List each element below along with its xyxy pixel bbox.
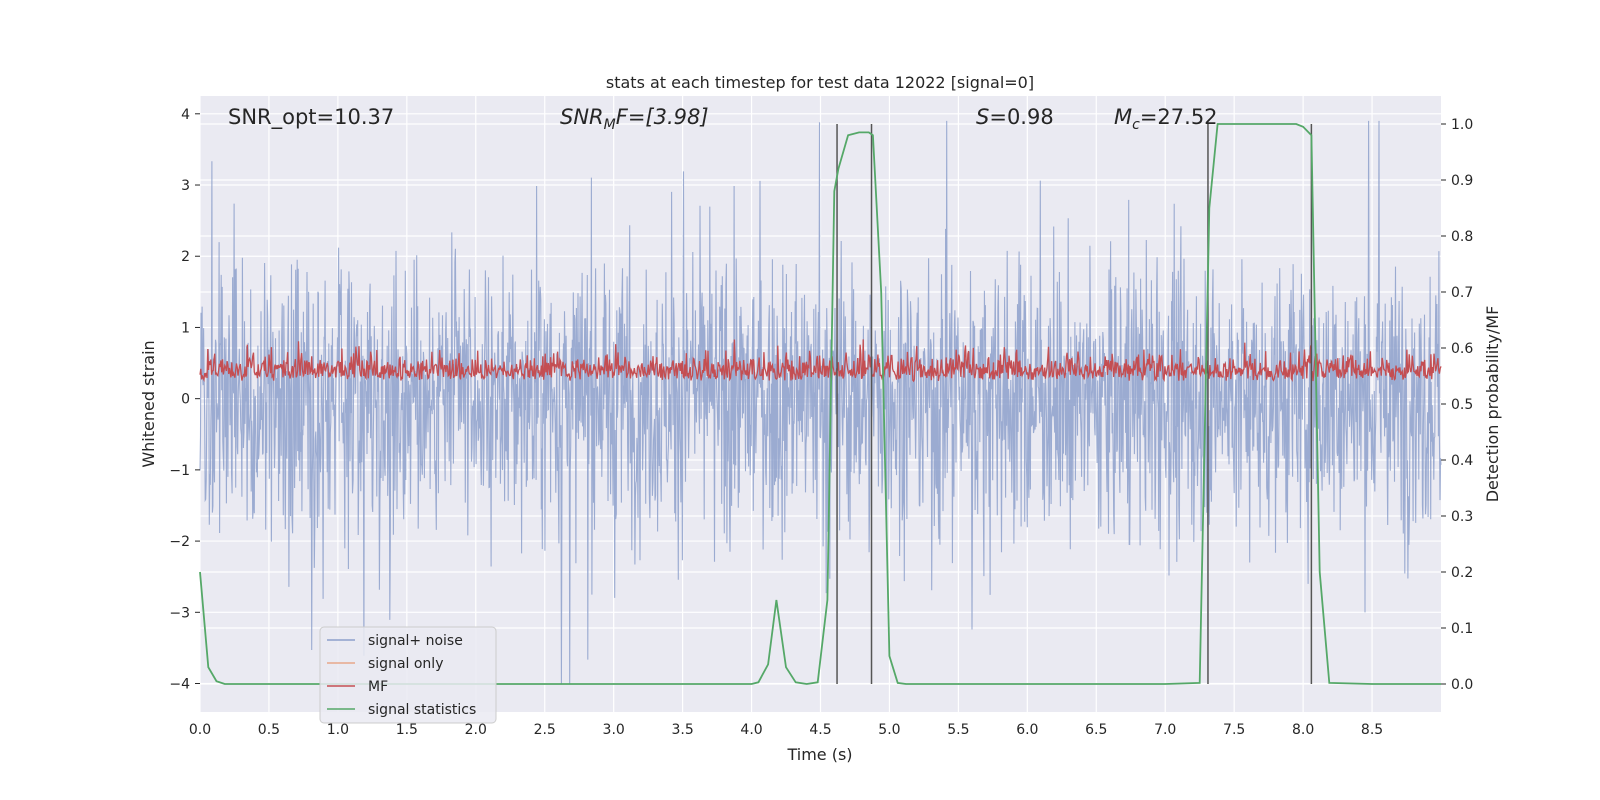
y-tick-label: −2 — [169, 534, 190, 550]
legend-box — [319, 626, 497, 724]
annotation-mc-base: M — [1114, 105, 1132, 129]
legend-label-signal-only: signal only — [368, 656, 443, 672]
x-tick-label: 0.5 — [258, 722, 280, 738]
y2-tick-label: 0.2 — [1451, 565, 1473, 581]
x-tick-label: 8.5 — [1361, 722, 1383, 738]
y2-tick-label: 0.0 — [1451, 677, 1473, 693]
y-tick-label: 1 — [181, 320, 190, 336]
grid — [199, 96, 1441, 712]
legend-label-signal-statistics: signal statistics — [368, 702, 476, 718]
x-tick-label: 0.0 — [189, 722, 211, 738]
y-tick-label: 0 — [181, 392, 190, 408]
x-tick-label: 6.5 — [1085, 722, 1107, 738]
annotation-mc-value: =27.52 — [1140, 105, 1218, 129]
y2-tick-label: 0.5 — [1451, 397, 1473, 413]
x-tick-label: 5.0 — [878, 722, 900, 738]
series-mf — [199, 339, 1442, 383]
annotation-s: S=0.98 — [976, 105, 1054, 129]
annotation-snr-mf-base: SNR — [560, 105, 604, 129]
y2-ticks: 1.0 0.9 0.8 0.7 0.6 0.5 0.4 0.3 0.2 0.1 0.0 — [1441, 117, 1473, 693]
y-tick-label: 2 — [181, 249, 190, 265]
x-tick-label: 8.0 — [1292, 722, 1314, 738]
annotation-snr-mf-rest: F=[3.98] — [616, 105, 709, 129]
annotation-snr-opt: SNR_opt=10.37 — [228, 105, 394, 130]
x-tick-label: 1.5 — [396, 722, 418, 738]
annotation-s-label: S — [976, 105, 989, 129]
legend-label-mf: MF — [368, 679, 388, 695]
series-signal-noise — [199, 120, 1442, 684]
annotation-snr-mf-sub: M — [604, 117, 616, 133]
x-tick-label: 3.5 — [671, 722, 693, 738]
x-tick-label: 1.0 — [327, 722, 349, 738]
chart-title: stats at each timestep for test data 120… — [606, 73, 1034, 92]
y2-tick-label: 0.1 — [1451, 621, 1473, 637]
mf-line — [199, 339, 1442, 383]
y-tick-label: −4 — [169, 677, 190, 693]
y2-tick-label: 0.6 — [1451, 341, 1473, 357]
x-tick-label: 7.5 — [1223, 722, 1245, 738]
y-tick-label: 3 — [181, 178, 190, 194]
y2-tick-label: 0.9 — [1451, 173, 1473, 189]
x-tick-label: 5.5 — [947, 722, 969, 738]
y-ticks: 4 3 2 1 0 −1 −2 −3 −4 — [169, 107, 200, 693]
y2-tick-label: 0.7 — [1451, 285, 1473, 301]
y2-axis-label: Detection probability/MF — [1483, 306, 1502, 503]
x-ticks: 0.0 0.5 1.0 1.5 2.0 2.5 3.0 3.5 4.0 4.5 5.0 5.5 6.0 6… — [189, 722, 1383, 738]
annotation-snr-mf: SNRMF=[3.98] — [560, 105, 709, 133]
x-tick-label: 2.0 — [465, 722, 487, 738]
x-tick-label: 3.0 — [603, 722, 625, 738]
legend: signal+ noise signal only MF signal stat… — [319, 626, 497, 724]
x-tick-label: 4.5 — [809, 722, 831, 738]
y2-tick-label: 1.0 — [1451, 117, 1473, 133]
x-tick-label: 4.0 — [740, 722, 762, 738]
annotation-mc-sub: c — [1132, 117, 1140, 133]
y2-tick-label: 0.4 — [1451, 453, 1473, 469]
x-tick-label: 2.5 — [534, 722, 556, 738]
annotation-s-value: =0.98 — [989, 105, 1053, 129]
y2-tick-label: 0.3 — [1451, 509, 1473, 525]
noise-line — [199, 120, 1442, 684]
y-tick-label: −3 — [169, 605, 190, 621]
y-tick-label: −1 — [169, 463, 190, 479]
legend-label-signal-noise: signal+ noise — [368, 633, 463, 649]
y-tick-label: 4 — [181, 107, 190, 123]
x-tick-label: 6.0 — [1016, 722, 1038, 738]
annotation-mc: Mc=27.52 — [1114, 105, 1218, 133]
x-axis-label: Time (s) — [786, 745, 852, 764]
x-tick-label: 7.0 — [1154, 722, 1176, 738]
vertical-lines — [836, 124, 1313, 684]
y-axis-label: Whitened strain — [139, 340, 158, 467]
y2-tick-label: 0.8 — [1451, 229, 1473, 245]
